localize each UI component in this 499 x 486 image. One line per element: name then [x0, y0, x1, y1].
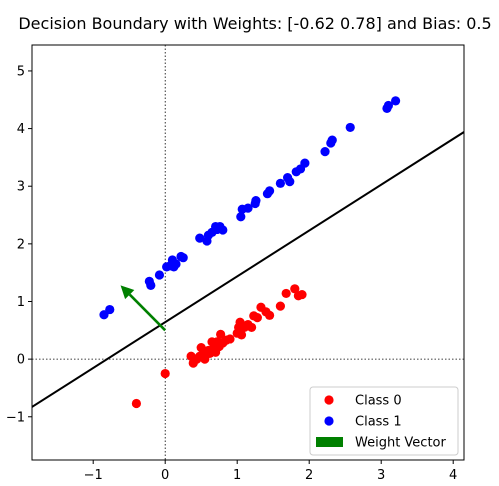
data-point	[154, 270, 165, 280]
data-point	[275, 301, 285, 311]
data-point	[251, 196, 261, 206]
legend-marker	[324, 395, 334, 405]
y-tick-label: 2	[17, 237, 25, 252]
series-class-1	[99, 96, 401, 320]
decision-boundary-line	[32, 131, 464, 408]
legend-label: Class 0	[355, 394, 402, 409]
data-point	[243, 203, 253, 213]
x-tick-label: 0	[161, 468, 169, 483]
chart-title: Decision Boundary with Weights: [-0.62 0…	[18, 14, 491, 33]
data-point	[345, 122, 355, 133]
x-tick-label: 4	[449, 468, 457, 483]
data-point	[171, 259, 181, 269]
data-point	[290, 284, 300, 294]
y-tick-label: 1	[17, 295, 25, 310]
legend-marker	[324, 416, 334, 426]
x-tick-label: 1	[233, 468, 241, 483]
y-tick-label: 3	[17, 180, 25, 195]
data-point	[320, 147, 330, 157]
y-tick-label: 5	[17, 64, 25, 79]
data-point	[300, 158, 310, 168]
weight-vector-shaft	[128, 293, 167, 332]
data-point	[218, 225, 228, 235]
y-tick-label: −1	[6, 410, 25, 425]
legend-box	[309, 386, 459, 456]
data-point	[225, 334, 235, 344]
legend-label: Weight Vector	[355, 436, 447, 451]
x-tick-label: 3	[377, 468, 385, 483]
data-point	[131, 398, 141, 409]
data-point	[252, 313, 262, 323]
legend-label: Class 1	[355, 415, 402, 430]
data-point	[247, 322, 257, 333]
legend: Class 0 Class 1 Weight Vector	[309, 386, 459, 456]
plot-inner	[32, 45, 464, 460]
axes-frame	[31, 44, 465, 461]
data-point	[146, 280, 156, 290]
x-tick-label: 2	[305, 468, 313, 483]
data-point	[297, 289, 307, 300]
data-point	[236, 212, 246, 222]
data-point	[285, 177, 295, 187]
data-point	[265, 186, 275, 196]
data-point	[327, 135, 337, 145]
series-class-0	[131, 284, 307, 409]
legend-marker	[316, 437, 343, 447]
data-point	[195, 233, 205, 243]
plot-area: −1 0 1 2 3 4 −1 0 1 2 3 4 5	[6, 44, 465, 483]
data-point	[281, 288, 291, 299]
data-point	[265, 310, 275, 320]
data-point	[383, 100, 393, 111]
x-tick-label: −1	[84, 468, 103, 483]
data-point	[105, 304, 115, 315]
y-tick-label: 0	[17, 353, 25, 368]
y-tick-label: 4	[17, 122, 25, 137]
weight-vector-arrowhead	[120, 285, 135, 300]
data-point	[275, 178, 285, 188]
data-point	[178, 253, 188, 263]
data-point	[236, 330, 247, 340]
data-point	[391, 96, 401, 106]
data-point	[160, 368, 170, 379]
data-point	[216, 329, 226, 339]
